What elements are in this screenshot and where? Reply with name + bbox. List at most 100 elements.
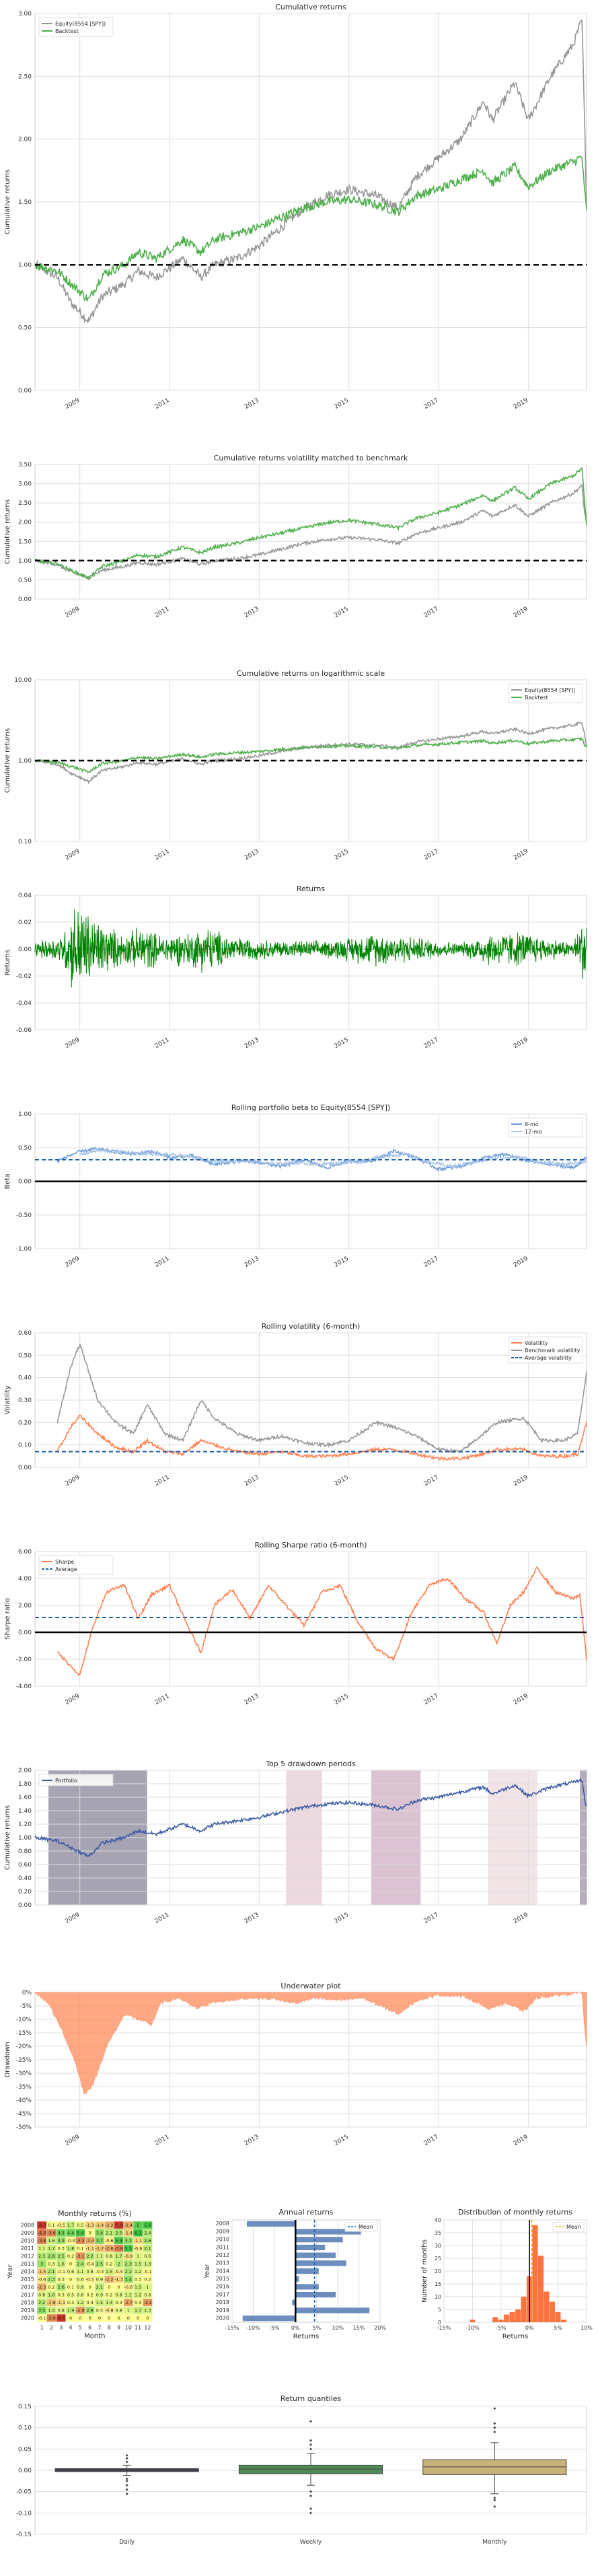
cell-value: -3.1 <box>76 2254 85 2259</box>
y-tick-label: 3.00 <box>18 11 32 18</box>
x-tick-label: 2011 <box>154 1912 171 1925</box>
cell-value: -0.1 <box>143 2269 152 2274</box>
year-label: 2015 <box>21 2276 34 2283</box>
x-tick-label: 2011 <box>154 1693 171 1706</box>
quantile-box <box>238 2464 383 2474</box>
cell-value: 2.1 <box>48 2269 54 2274</box>
outlier-point <box>125 2492 128 2495</box>
cell-value: 0.2 <box>48 2285 54 2290</box>
x-tick-label: Weekly <box>300 2539 322 2546</box>
chart-title: Monthly returns (%) <box>58 2209 131 2218</box>
outlier-point <box>125 2477 128 2480</box>
cell-value: 3.5 <box>38 2308 45 2313</box>
x-tick-label: 2011 <box>154 1037 171 1050</box>
legend-box <box>38 1555 114 1575</box>
year-label: 2008 <box>216 2221 229 2227</box>
year-label: 2009 <box>21 2230 34 2236</box>
cell-value: -2.4 <box>124 2223 133 2228</box>
outlier-point <box>493 2505 496 2508</box>
cell-value: -0.1 <box>38 2316 46 2321</box>
cell-value: 0.4 <box>135 2300 141 2305</box>
annual-bar <box>295 2260 346 2266</box>
cell-value: 0.1 <box>67 2285 74 2290</box>
panel-annual-returns: -15% -10% -5% 0% 5% 10% 15% 20% 2008 2009 20102011… <box>204 2208 386 2340</box>
x-tick-label: 2015 <box>333 1474 350 1488</box>
x-tick-label: 2009 <box>64 1693 81 1706</box>
y-tick-label: 0.80 <box>18 1848 32 1855</box>
chart-title: Returns <box>297 884 326 893</box>
panel-beta: -1.00 -0.50 0.00 0.50 1.00 2009 2011 2013 2015 20… <box>4 1103 587 1269</box>
cell-value: -0.6 <box>134 2246 143 2252</box>
cell-value: 2.2 <box>86 2254 93 2259</box>
cell-value: 6.1 <box>135 2231 141 2236</box>
year-label: 2012 <box>216 2252 229 2258</box>
annual-bar <box>292 2299 296 2305</box>
cell-value: -8.5 <box>57 2316 65 2321</box>
cell-value: 0.2 <box>86 2293 93 2298</box>
panel-returns: -0.06 -0.04 -0.02 0.00 0.02 0.04 2009 2011 2013 2… <box>4 884 587 1050</box>
x-tick-label: 2019 <box>513 397 529 411</box>
cell-value: 4.4 <box>67 2231 74 2236</box>
y-tick-label: -30% <box>16 2070 32 2077</box>
y-axis-label: Year <box>204 2264 211 2279</box>
y-tick-label: -15% <box>16 2030 32 2037</box>
month-label: 10 <box>125 2325 132 2331</box>
cell-value: 0.6 <box>144 2293 151 2298</box>
cell-value: -2.7 <box>124 2300 133 2305</box>
cell-value: 0.6 <box>77 2293 83 2298</box>
x-tick-label: 2015 <box>333 1693 350 1706</box>
cell-value: -1.7 <box>96 2246 104 2252</box>
cell-value: 0 <box>69 2316 72 2321</box>
y-tick-label: -0.02 <box>16 973 32 980</box>
x-tick-label: 2009 <box>64 606 81 619</box>
legend-label: Equity(8554 [SPY]) <box>55 21 106 27</box>
cell-value: 3 <box>40 2262 43 2267</box>
cell-value: 2.3 <box>48 2277 54 2283</box>
year-label: 2013 <box>21 2261 34 2267</box>
cell-value: -3.8 <box>114 2246 123 2252</box>
chart-title: Underwater plot <box>281 1982 341 1990</box>
cell-value: -0.5 <box>85 2277 94 2283</box>
cell-value: 0 <box>79 2316 81 2321</box>
cell-value: -1.1 <box>57 2300 65 2305</box>
legend-label: Mean <box>359 2224 373 2230</box>
series-line <box>34 1777 587 1858</box>
year-label: 2011 <box>216 2244 229 2250</box>
x-tick-label: 2019 <box>513 2134 529 2147</box>
year-label: 2018 <box>21 2300 34 2306</box>
x-tick-label: 2019 <box>513 1474 529 1488</box>
cell-value: -5.9 <box>114 2223 123 2228</box>
x-tick-label: 2017 <box>423 397 440 411</box>
cell-value: 1.4 <box>48 2308 54 2313</box>
cell-value: 0.6 <box>77 2277 83 2283</box>
legend-label: Volatility <box>525 1340 548 1346</box>
cell-value: -2.3 <box>38 2285 46 2290</box>
cell-value: 1 <box>137 2254 139 2259</box>
y-axis-label: Cumulative returns <box>4 499 11 564</box>
y-axis-label: Drawdown <box>4 2042 11 2077</box>
cell-value: 0 <box>69 2277 72 2283</box>
panel-monthly-heatmap: Monthly returns (%)2008 -8.7 0.1 -0.5 1.7 0.5… <box>7 2209 153 2340</box>
cell-value: 0.2 <box>106 2262 112 2267</box>
panel-cum: 0.00 0.50 1.00 1.50 2.00 2.50 3.00 2009 2011 2013… <box>4 3 587 411</box>
outlier-point <box>309 2495 312 2497</box>
chart-title: Top 5 drawdown periods <box>265 1760 356 1768</box>
x-tick-label: 5% <box>554 2325 562 2331</box>
x-tick-label: 2017 <box>423 1037 440 1050</box>
cell-value: -0.6 <box>38 2277 46 2283</box>
y-tick-label: 0.50 <box>18 325 32 332</box>
legend-label: 6-mo <box>525 1121 539 1127</box>
x-tick-label: 0% <box>291 2325 300 2331</box>
cell-value: 0.8 <box>38 2293 45 2298</box>
y-axis-label: Beta <box>4 1173 11 1189</box>
cell-value: 5 <box>137 2223 139 2228</box>
x-tick-label: 2015 <box>333 1037 350 1050</box>
cell-value: 2.8 <box>86 2308 93 2313</box>
cell-value: 0.2 <box>67 2254 74 2259</box>
cell-value: 0.9 <box>96 2277 103 2283</box>
cell-value: 3.7 <box>96 2238 103 2243</box>
year-label: 2014 <box>216 2268 229 2274</box>
y-tick-label: 0.02 <box>18 919 32 926</box>
x-tick-label: 2011 <box>154 606 171 619</box>
outlier-point <box>125 2457 128 2460</box>
